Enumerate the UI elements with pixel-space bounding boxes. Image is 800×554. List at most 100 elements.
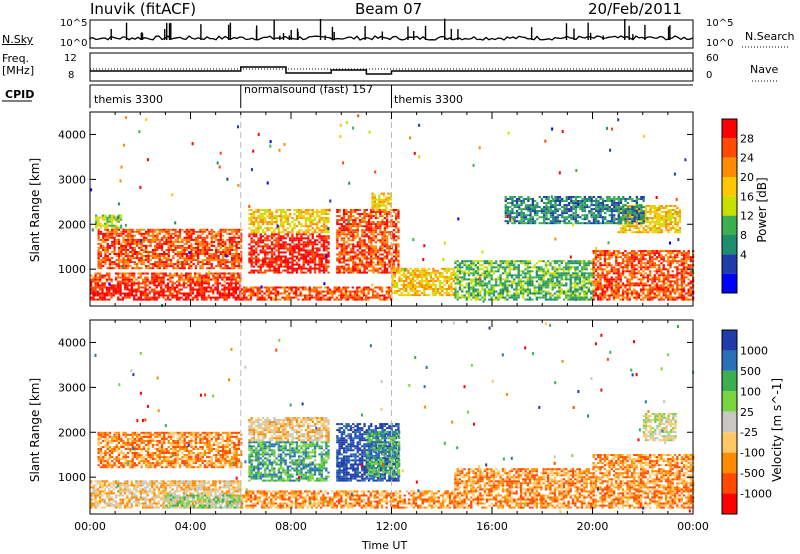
data-cell [396,269,399,272]
data-cell [147,232,150,235]
data-cell [372,251,375,254]
data-cell [470,294,473,297]
data-cell [349,223,353,226]
data-cell [379,257,382,260]
data-cell [373,198,376,201]
data-cell [210,236,213,239]
data-cell [137,298,140,301]
data-cell [103,274,106,277]
data-cell [434,280,437,282]
data-cell [221,249,225,251]
data-cell [420,269,424,272]
data-cell [273,247,276,250]
data-cell [108,276,111,279]
data-cell [212,290,215,293]
data-cell [215,253,218,255]
data-cell [175,274,179,277]
data-cell [205,278,208,281]
data-cell [167,265,170,268]
data-cell [372,257,375,260]
data-cell [189,284,192,287]
data-cell [224,259,227,262]
data-cell [221,272,224,275]
data-cell [338,253,341,256]
data-cell [370,265,373,268]
data-cell [606,288,609,291]
data-cell [452,280,455,282]
data-cell [372,231,375,234]
data-cell [289,271,292,274]
data-cell [365,227,368,230]
data-cell [295,243,299,246]
data-cell [155,286,158,289]
data-cell [483,294,486,297]
data-cell [279,298,282,301]
data-cell [248,219,251,222]
data-cell [400,269,403,272]
data-cell [258,288,262,291]
data-cell [176,265,179,268]
data-cell [291,265,294,268]
data-cell [196,290,199,293]
data-cell [538,292,541,295]
data-cell [295,255,299,258]
data-cell [540,288,543,291]
data-cell [185,236,188,239]
data-cell [199,261,202,264]
data-cell [284,215,287,218]
data-cell [612,266,616,269]
data-cell [273,251,276,254]
data-cell [388,231,391,234]
data-cell [221,253,225,255]
data-cell [374,269,377,272]
data-cell [140,253,143,255]
data-cell [175,280,179,283]
data-cell [320,243,323,246]
data-cell [380,298,384,301]
data-cell [414,275,417,278]
data-cell [374,241,377,244]
data-cell [268,217,271,220]
data-cell [349,243,353,246]
data-cell [133,261,136,264]
data-cell [270,231,274,234]
data-cell [101,218,105,221]
data-cell [142,286,145,289]
data-cell [295,225,299,228]
data-cell [106,222,109,225]
data-cell [452,292,455,295]
data-cell [235,232,238,235]
data-cell [389,202,392,205]
data-cell [365,257,368,260]
data-cell [517,284,520,287]
data-cell [249,296,253,299]
data-cell [392,225,396,228]
data-cell [320,253,323,256]
data-cell [340,233,343,236]
data-cell [201,263,204,266]
data-cell [208,255,211,257]
data-cell [316,209,319,211]
data-cell [385,200,388,203]
data-cell [524,282,527,285]
data-cell [291,247,294,250]
data-cell [501,288,505,291]
data-cell [216,282,219,285]
data-cell [167,263,170,266]
data-cell [531,280,534,283]
data-cell [295,269,299,272]
data-cell [119,216,123,219]
data-cell [439,292,442,295]
data-cell [508,274,511,277]
data-cell [322,213,326,215]
data-cell [129,238,132,241]
data-cell [304,229,308,232]
data-cell [522,262,525,265]
data-cell [367,229,371,232]
data-cell [217,263,220,266]
data-cell [370,255,373,258]
data-cell [439,288,442,290]
data-cell [434,294,437,297]
data-cell [324,294,327,297]
data-cell [556,282,559,285]
